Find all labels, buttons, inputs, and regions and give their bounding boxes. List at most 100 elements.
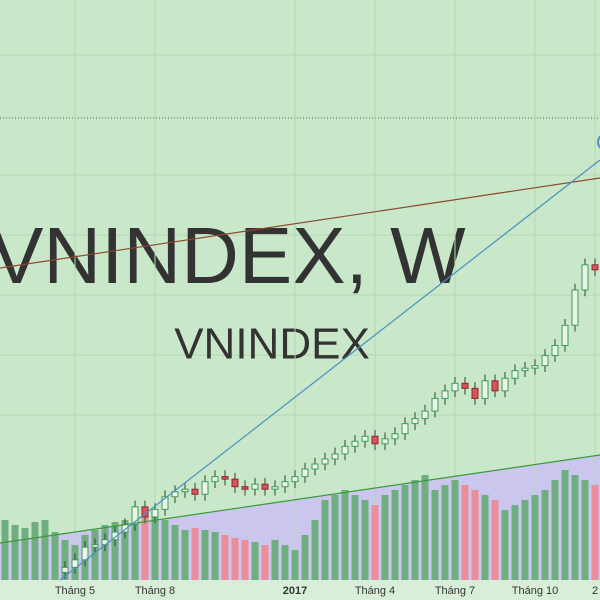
volume-bar xyxy=(541,490,549,580)
candle-body xyxy=(211,476,219,483)
volume-bar xyxy=(171,525,179,580)
x-tick-label: Tháng 10 xyxy=(512,585,558,597)
candle-body xyxy=(61,566,69,573)
volume-bar xyxy=(411,480,419,580)
volume-bar xyxy=(141,510,149,580)
volume-bar xyxy=(521,500,529,580)
volume-bar xyxy=(381,495,389,580)
candle-body xyxy=(441,390,449,399)
volume-bar xyxy=(281,545,289,580)
volume-bar xyxy=(61,540,69,580)
volume-bar xyxy=(271,540,279,580)
volume-bar xyxy=(341,490,349,580)
x-tick-label: Tháng 8 xyxy=(135,585,175,597)
volume-bar xyxy=(231,538,239,580)
volume-bar xyxy=(441,485,449,580)
candle-body xyxy=(71,559,79,568)
volume-bar xyxy=(111,522,119,580)
volume-bar xyxy=(161,520,169,580)
volume-bar xyxy=(21,528,29,580)
volume-bar xyxy=(131,515,139,580)
volume-bar xyxy=(151,512,159,580)
volume-bar xyxy=(511,505,519,580)
candle-body xyxy=(81,546,89,561)
candle-body xyxy=(581,264,589,291)
candle-body xyxy=(461,382,469,389)
candle-body xyxy=(191,488,199,495)
candle-body xyxy=(531,365,539,369)
volume-bar xyxy=(191,528,199,580)
candle-body xyxy=(331,453,339,460)
candle-body xyxy=(591,264,599,271)
volume-bar xyxy=(31,522,39,580)
volume-band xyxy=(0,455,600,580)
trend-line-blue xyxy=(59,159,600,581)
candle-body xyxy=(241,486,249,490)
volume-bar xyxy=(331,495,339,580)
volume-bar xyxy=(491,500,499,580)
volume-bar xyxy=(181,530,189,580)
volume-bar xyxy=(371,505,379,580)
volume-bar xyxy=(11,525,19,580)
volume-bar xyxy=(551,480,559,580)
x-tick-label: Tháng 7 xyxy=(435,585,475,597)
volume-bar xyxy=(291,550,299,580)
volume-bar xyxy=(51,532,59,580)
volume-bar xyxy=(501,510,509,580)
volume-bar xyxy=(461,485,469,580)
volume-bar xyxy=(561,470,569,580)
volume-bar xyxy=(481,495,489,580)
candle-body xyxy=(311,463,319,470)
candle-body xyxy=(131,506,139,526)
candle-body xyxy=(571,289,579,326)
candle-body xyxy=(361,435,369,442)
volume-bar xyxy=(321,500,329,580)
trend-line-green xyxy=(0,454,600,544)
candle-body xyxy=(391,433,399,440)
trend-line-brown xyxy=(0,177,600,269)
candle-body xyxy=(561,324,569,346)
marks xyxy=(1,0,599,580)
candle-body xyxy=(401,423,409,435)
volume-bar xyxy=(431,490,439,580)
candle-body xyxy=(251,483,259,490)
watermark-sub: VNINDEX xyxy=(174,320,370,369)
candle-body xyxy=(421,410,429,420)
volume-bar xyxy=(91,530,99,580)
x-tick-label: Tháng 5 xyxy=(55,585,95,597)
volume-bar xyxy=(401,485,409,580)
volume-bar xyxy=(241,540,249,580)
x-tick-label: Tháng 4 xyxy=(355,585,395,597)
candle-body xyxy=(281,481,289,488)
candle-body xyxy=(511,370,519,379)
candle-body xyxy=(341,445,349,455)
volume-bar xyxy=(531,495,539,580)
candle-body xyxy=(221,476,229,480)
candle-body xyxy=(201,481,209,495)
volume-bar xyxy=(101,525,109,580)
candle-body xyxy=(471,387,479,399)
x-tick-label: 2 xyxy=(592,585,598,597)
volume-bar xyxy=(311,520,319,580)
candle-body xyxy=(451,382,459,392)
volume-bar xyxy=(261,545,269,580)
candle-body xyxy=(411,418,419,425)
candle-body xyxy=(161,496,169,510)
volume-bar xyxy=(221,535,229,580)
volume-bar xyxy=(591,485,599,580)
candle-body xyxy=(351,440,359,447)
candle-body xyxy=(491,380,499,392)
candle-body xyxy=(231,478,239,488)
candle-body xyxy=(321,458,329,465)
volume-bar xyxy=(351,495,359,580)
volume-bar xyxy=(581,480,589,580)
volume-bar xyxy=(421,475,429,580)
candle-body xyxy=(381,438,389,445)
volume-bar xyxy=(121,520,129,580)
candle-body xyxy=(111,531,119,541)
volume-bar xyxy=(1,520,9,580)
candle-body xyxy=(521,367,529,372)
x-tick-label: 2017 xyxy=(283,585,307,597)
volume-bar xyxy=(201,530,209,580)
